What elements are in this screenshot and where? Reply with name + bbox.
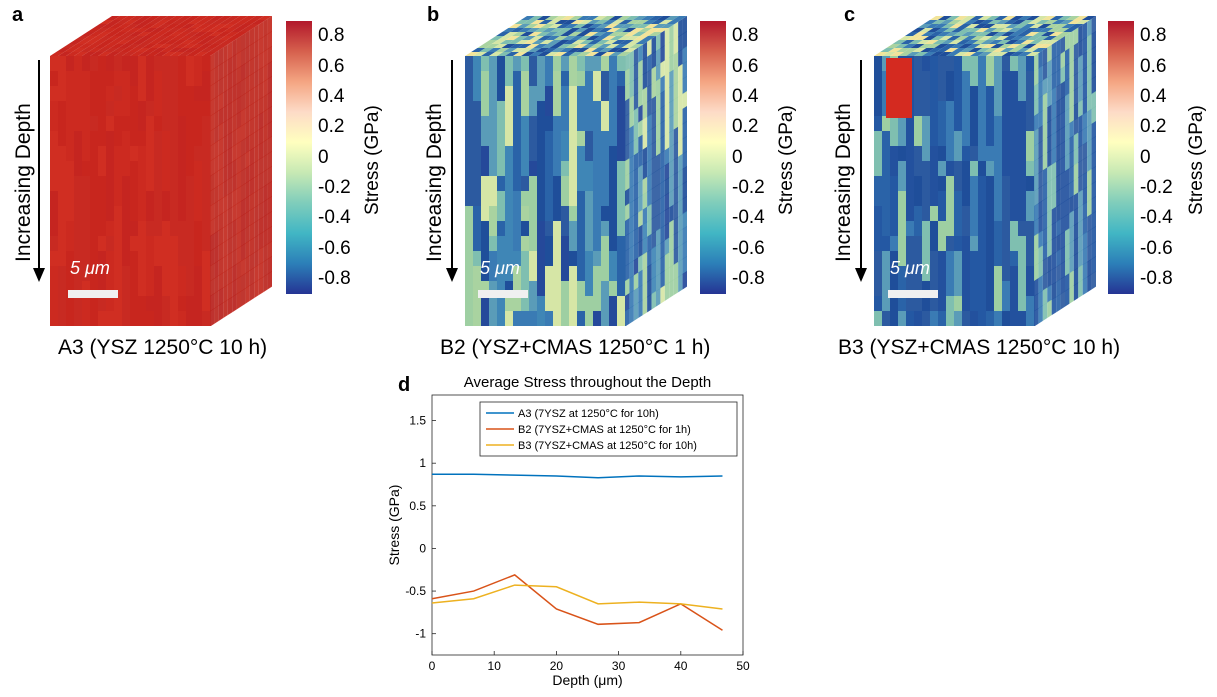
caption-a: A3 (YSZ 1250°C 10 h) [58, 336, 268, 359]
colorbar-a [286, 21, 312, 294]
scale-label-c: 5 μm [890, 258, 930, 278]
y-tick-label: -0.5 [405, 584, 426, 598]
colorbar-tick: 0 [1140, 146, 1151, 168]
scale-bar-a [68, 290, 118, 298]
panel-letter-c: c [844, 4, 856, 26]
colorbar-tick: 0 [732, 146, 743, 168]
x-tick-label: 50 [736, 659, 750, 673]
colorbar-tick: 0 [318, 146, 329, 168]
colorbar-tick: -0.2 [318, 176, 351, 198]
panel-letter-d: d [398, 374, 411, 396]
colorbar-tick: 0.6 [1140, 55, 1167, 77]
x-tick-label: 30 [612, 659, 626, 673]
colorbar-tick: -0.8 [318, 267, 351, 289]
stress-cube-a [50, 16, 272, 326]
caption-b: B2 (YSZ+CMAS 1250°C 1 h) [440, 336, 711, 359]
colorbar-tick: 0.6 [318, 55, 345, 77]
depth-arrow-c [855, 60, 867, 282]
panel-letter-a: a [12, 4, 24, 26]
scale-bar-b [478, 290, 528, 298]
stress-cube-b [465, 16, 687, 326]
colorbar-label-a: Stress (GPa) [362, 105, 383, 215]
y-tick-label: 1.5 [409, 414, 426, 428]
depth-label-c: Increasing Depth [832, 103, 855, 262]
scale-bar-c [888, 290, 938, 298]
series-line-0 [432, 473, 723, 479]
colorbar-tick: 0.8 [732, 25, 759, 47]
y-axis-label: Stress (GPa) [386, 485, 402, 566]
colorbar-tick: 0.8 [1140, 25, 1167, 47]
colorbar-b [700, 21, 726, 294]
scale-label-a: 5 μm [70, 258, 110, 278]
x-tick-label: 20 [550, 659, 564, 673]
plot-frame [431, 394, 744, 656]
x-axis-label: Depth (μm) [552, 672, 622, 688]
legend-label-0: A3 (7YSZ at 1250°C for 10h) [518, 408, 659, 420]
x-tick-label: 10 [488, 659, 502, 673]
x-tick-label: 0 [429, 659, 436, 673]
y-tick-label: 0.5 [409, 499, 426, 513]
colorbar-tick: 0.2 [1140, 116, 1167, 138]
depth-label-b: Increasing Depth [423, 103, 446, 262]
colorbar-tick: -0.6 [1140, 237, 1173, 259]
colorbar-tick: 0.4 [732, 85, 759, 107]
colorbar-tick: -0.6 [732, 237, 765, 259]
series-line-2 [431, 584, 723, 610]
colorbar-tick: -0.4 [1140, 207, 1173, 229]
stress-cube-c [874, 16, 1096, 326]
colorbar-tick: 0.2 [732, 116, 759, 138]
colorbar-tick: 0.8 [318, 25, 345, 47]
legend-box [479, 401, 738, 457]
caption-c: B3 (YSZ+CMAS 1250°C 10 h) [838, 336, 1121, 359]
colorbar-label-b: Stress (GPa) [776, 105, 797, 215]
chart-title: Average Stress throughout the Depth [464, 374, 711, 391]
colorbar-tick: 0.4 [318, 85, 345, 107]
colorbar-tick: -0.4 [732, 207, 765, 229]
y-tick-label: 0 [419, 541, 426, 555]
depth-arrow-a [33, 60, 45, 282]
panel-letter-b: b [427, 4, 440, 26]
depth-arrow-b [446, 60, 458, 282]
colorbar-label-c: Stress (GPa) [1186, 105, 1207, 215]
colorbar-tick: -0.6 [318, 237, 351, 259]
series-line-1 [431, 574, 723, 631]
y-tick-label: -1 [415, 627, 426, 641]
colorbar-tick: -0.8 [732, 267, 765, 289]
colorbar-tick: -0.2 [1140, 176, 1173, 198]
scale-label-b: 5 μm [480, 258, 520, 278]
legend-label-2: B3 (7YSZ+CMAS at 1250°C for 10h) [518, 440, 697, 452]
y-tick-label: 1 [419, 456, 426, 470]
legend-label-1: B2 (7YSZ+CMAS at 1250°C for 1h) [518, 424, 691, 436]
x-tick-label: 40 [674, 659, 688, 673]
colorbar-tick: 0.4 [1140, 85, 1167, 107]
colorbar-tick: -0.4 [318, 207, 351, 229]
colorbar-tick: 0.2 [318, 116, 345, 138]
colorbar-c [1108, 21, 1134, 294]
colorbar-tick: 0.6 [732, 55, 759, 77]
colorbar-tick: -0.2 [732, 176, 765, 198]
colorbar-tick: -0.8 [1140, 267, 1173, 289]
